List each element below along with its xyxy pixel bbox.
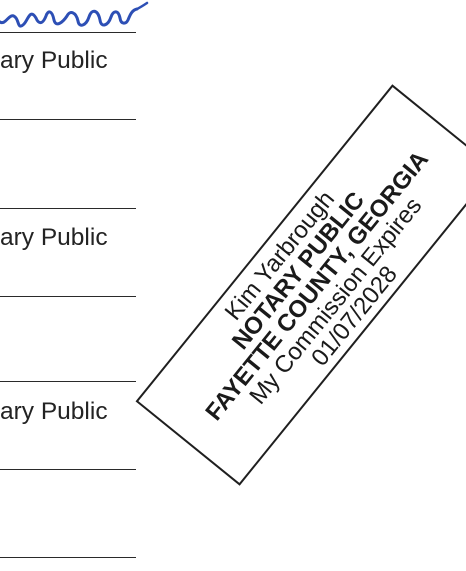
notary-public-label: ary Public xyxy=(0,47,108,74)
stamp-commission-label: My Commission Expires xyxy=(244,192,428,410)
notary-stamp-border: Kim Yarbrough NOTARY PUBLIC FAYETTE COUN… xyxy=(135,84,466,486)
signature-line xyxy=(0,557,136,558)
signature-line xyxy=(0,296,136,297)
stamp-expiration-date: 01/07/2028 xyxy=(306,260,403,372)
signature-line xyxy=(0,469,136,470)
stamp-title: NOTARY PUBLIC xyxy=(226,186,371,355)
signature-line xyxy=(0,32,136,33)
signature-line xyxy=(0,208,136,209)
signature-line xyxy=(0,119,136,120)
stamp-county: FAYETTE COUNTY, GEORGIA xyxy=(200,146,434,426)
signature-line xyxy=(0,381,136,382)
notary-public-label: ary Public xyxy=(0,398,108,425)
handwritten-signature xyxy=(0,1,149,28)
notary-public-label: ary Public xyxy=(0,224,108,251)
stamp-name: Kim Yarbrough xyxy=(219,185,341,326)
